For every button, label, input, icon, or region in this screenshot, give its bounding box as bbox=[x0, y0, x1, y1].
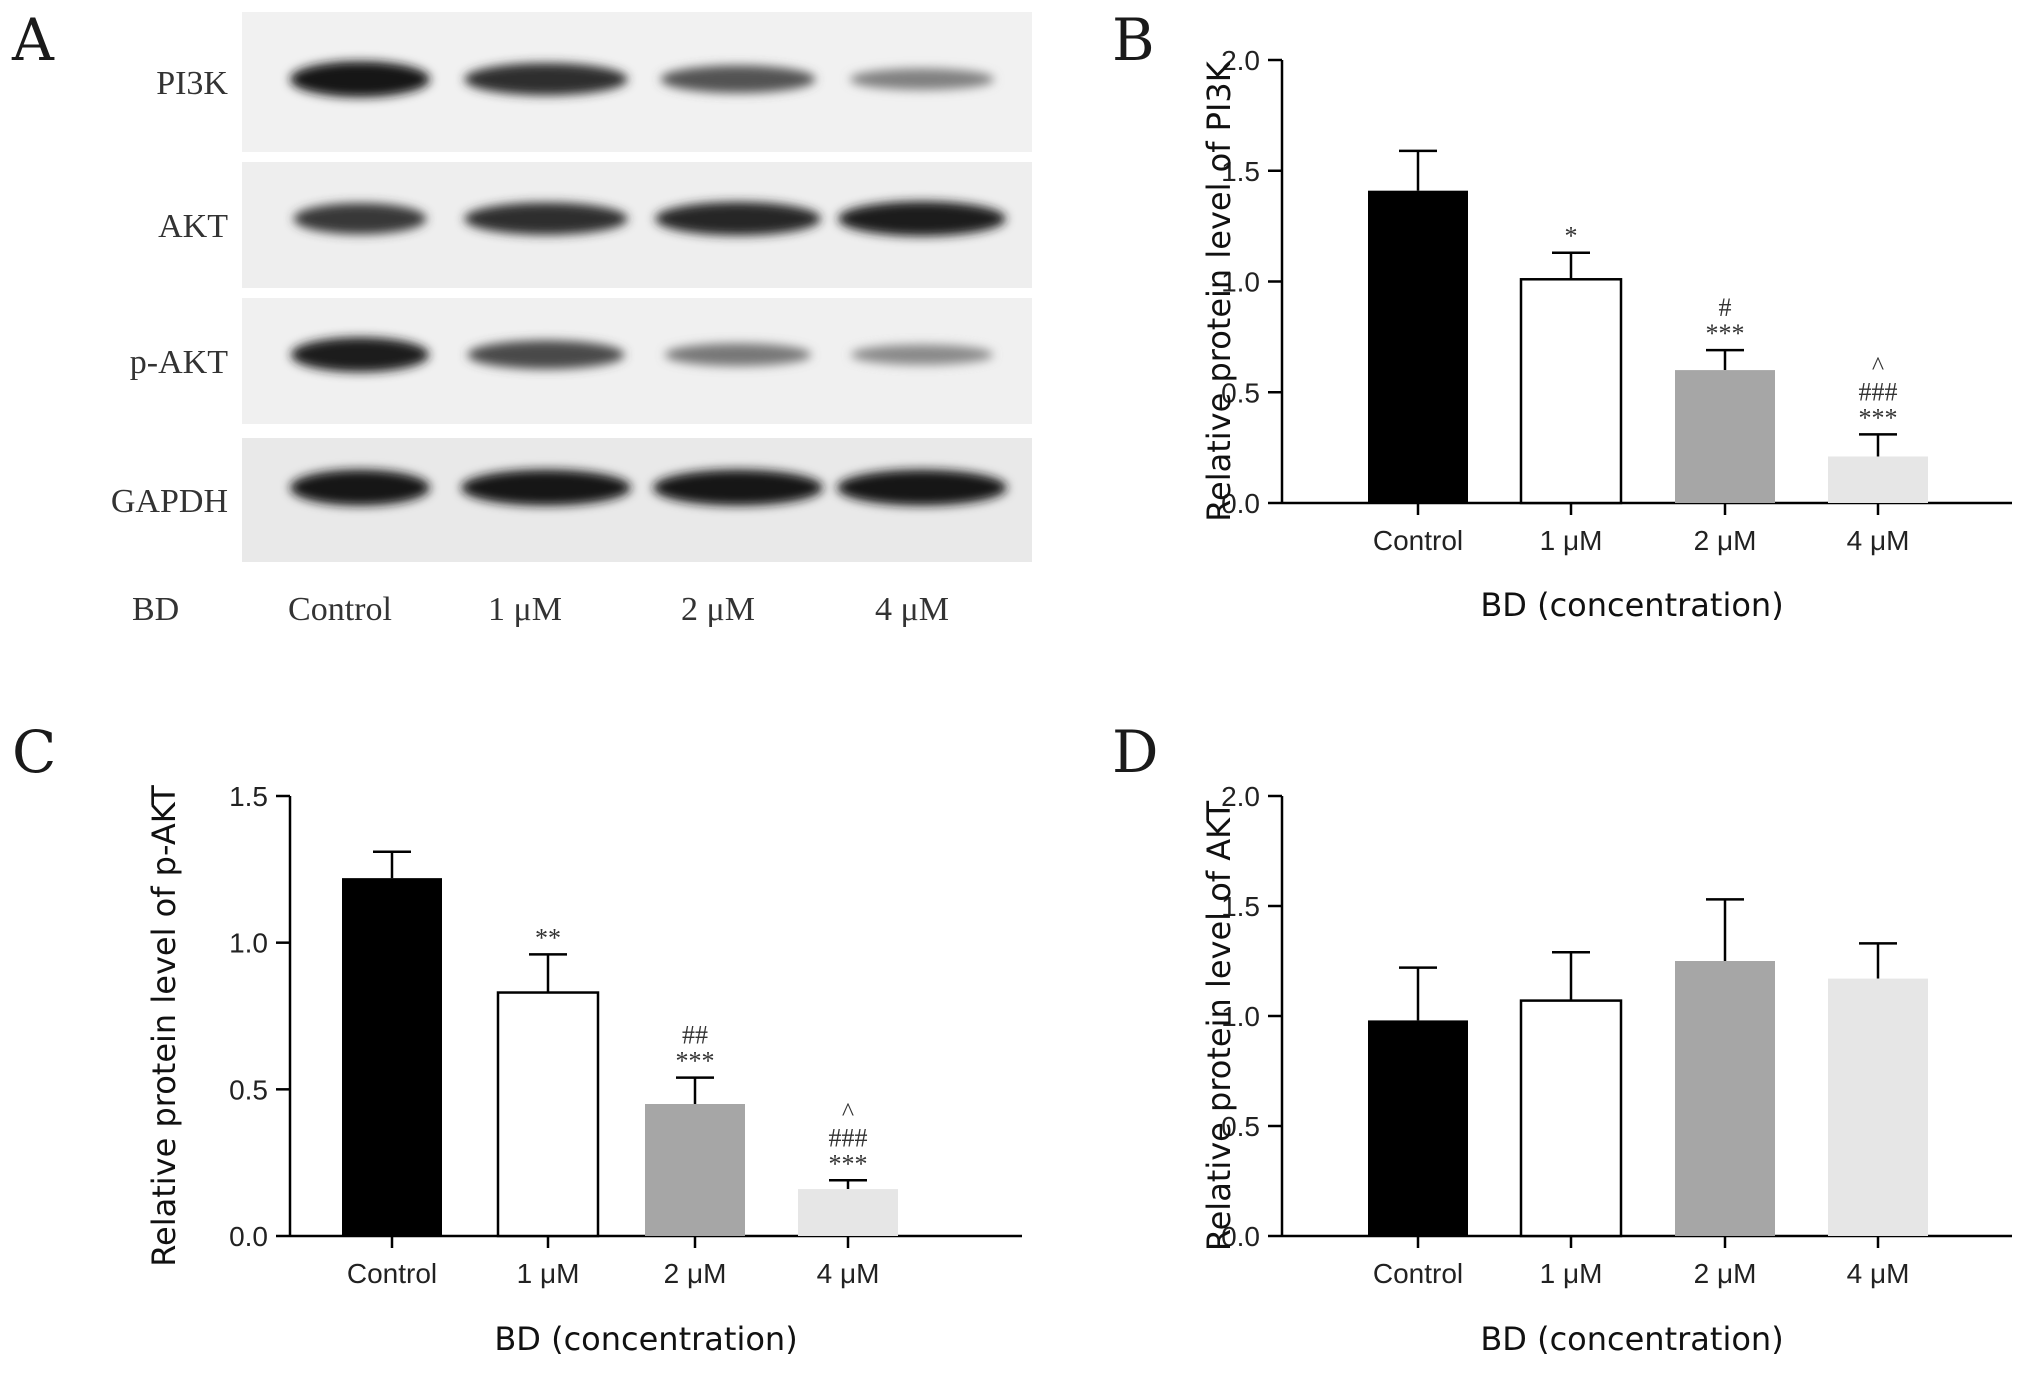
blot-image: PI3K AKT p-AKT GAPDH bbox=[111, 12, 1032, 562]
blot-lane-label-1-um: 1 μM bbox=[488, 591, 562, 628]
bar-control bbox=[1368, 190, 1468, 503]
significance-mark-4-um: ^ bbox=[1872, 351, 1884, 380]
chart-panel-d: 0.0 0.5 1.0 1.5 2.0 Control 1 μM 2 μM 4 μM Relati… bbox=[1200, 781, 2012, 1358]
y-tick-label: 1.5 bbox=[1221, 156, 1260, 187]
y-tick-label: 0.5 bbox=[1221, 377, 1260, 408]
y-tick-label: 1.0 bbox=[1221, 1001, 1260, 1032]
blot-band-pi3k-2-um bbox=[660, 65, 816, 93]
x-tick-label-control: Control bbox=[1373, 525, 1463, 556]
significance-mark-4-um: *** bbox=[1859, 403, 1898, 432]
y-tick-label: 0.5 bbox=[229, 1074, 268, 1105]
blot-band-gapdh-control bbox=[290, 469, 430, 506]
blot-protein-label-akt: AKT bbox=[158, 208, 228, 245]
significance-mark-2-um: # bbox=[1719, 293, 1732, 322]
significance-mark-4-um: ^ bbox=[842, 1097, 854, 1126]
bar-1-um bbox=[1519, 278, 1623, 505]
blot-band-akt-control bbox=[293, 203, 427, 235]
significance-mark-2-um: *** bbox=[676, 1047, 715, 1076]
bar-4-um bbox=[798, 1189, 898, 1236]
y-tick-label: 0.0 bbox=[1221, 488, 1260, 519]
y-tick-label: 1.0 bbox=[1221, 267, 1260, 298]
blot-treatment-label: BD bbox=[132, 591, 179, 628]
x-tick-label-2-um: 2 μM bbox=[664, 1258, 727, 1289]
blot-band-p-akt-4-um bbox=[850, 344, 994, 365]
bar-1-um bbox=[1519, 999, 1623, 1238]
significance-mark-4-um: ### bbox=[1859, 377, 1898, 406]
blot-band-gapdh-2-um bbox=[653, 469, 823, 506]
blot-band-p-akt-control bbox=[290, 337, 430, 373]
y-tick-label: 1.5 bbox=[229, 781, 268, 812]
x-tick-label-2-um: 2 μM bbox=[1694, 1258, 1757, 1289]
panel-letter-d: D bbox=[1112, 718, 1159, 786]
y-tick-label: 1.5 bbox=[1221, 891, 1260, 922]
blot-lane-labels: Control 1 μM 2 μM 4 μM bbox=[288, 591, 949, 628]
blot-lane-label-control: Control bbox=[288, 591, 392, 628]
bar-control bbox=[342, 878, 442, 1236]
blot-band-gapdh-1-um bbox=[461, 469, 631, 506]
panel-letter-a: A bbox=[11, 6, 55, 74]
y-tick-label: 0.0 bbox=[1221, 1221, 1260, 1252]
blot-band-pi3k-control bbox=[290, 61, 430, 98]
significance-mark-1-um: * bbox=[1565, 222, 1578, 251]
x-tick-label-1-um: 1 μM bbox=[517, 1258, 580, 1289]
blot-band-p-akt-1-um bbox=[467, 340, 625, 370]
panel-letter-c: C bbox=[12, 718, 56, 786]
x-axis-title: BD (concentration) bbox=[494, 1320, 797, 1358]
x-tick-label-4-um: 4 μM bbox=[1847, 525, 1910, 556]
x-tick-label-control: Control bbox=[347, 1258, 437, 1289]
y-tick-label: 0.0 bbox=[229, 1221, 268, 1252]
y-tick-label: 2.0 bbox=[1221, 45, 1260, 76]
bar-1-um bbox=[496, 991, 600, 1238]
significance-mark-4-um: ### bbox=[829, 1123, 868, 1152]
x-tick-label-1-um: 1 μM bbox=[1540, 525, 1603, 556]
bar-2-um bbox=[1675, 961, 1775, 1236]
bar-control bbox=[1368, 1020, 1468, 1236]
x-tick-label-1-um: 1 μM bbox=[1540, 1258, 1603, 1289]
x-axis-title: BD (concentration) bbox=[1480, 1320, 1783, 1358]
bar-4-um bbox=[1828, 456, 1928, 503]
bar-4-um bbox=[1828, 978, 1928, 1236]
blot-band-pi3k-4-um bbox=[849, 68, 995, 90]
y-axis-title: Relative protein level of p-AKT bbox=[145, 785, 183, 1267]
blot-protein-label-gapdh: GAPDH bbox=[111, 483, 228, 520]
y-axis-title: Relative protein level of PI3K bbox=[1200, 60, 1238, 522]
blot-lane-label-4-um: 4 μM bbox=[875, 591, 949, 628]
bar-2-um bbox=[1675, 370, 1775, 503]
x-tick-label-control: Control bbox=[1373, 1258, 1463, 1289]
y-tick-label: 0.5 bbox=[1221, 1111, 1260, 1142]
blot-protein-label-pi3k: PI3K bbox=[156, 65, 228, 102]
panel-a: A PI3K AKT p-AKT GAPDH BD Control 1 μM 2 μM 4 … bbox=[11, 6, 1032, 628]
significance-mark-4-um: *** bbox=[829, 1149, 868, 1178]
bar-2-um bbox=[645, 1104, 745, 1236]
blot-lane-label-2-um: 2 μM bbox=[681, 591, 755, 628]
x-tick-label-4-um: 4 μM bbox=[1847, 1258, 1910, 1289]
y-axis-title: Relative protein level of AKT bbox=[1200, 800, 1238, 1251]
significance-mark-2-um: *** bbox=[1706, 319, 1745, 348]
blot-band-pi3k-1-um bbox=[464, 62, 628, 96]
blot-band-gapdh-4-um bbox=[837, 469, 1007, 506]
blot-band-akt-4-um bbox=[838, 201, 1006, 237]
blot-band-akt-1-um bbox=[464, 202, 628, 235]
significance-mark-1-um: ** bbox=[535, 923, 561, 952]
y-tick-label: 2.0 bbox=[1221, 781, 1260, 812]
blot-protein-label-p-akt: p-AKT bbox=[130, 344, 228, 381]
significance-mark-2-um: ## bbox=[682, 1021, 708, 1050]
panel-letter-b: B bbox=[1112, 6, 1155, 74]
blot-band-akt-2-um bbox=[655, 201, 821, 236]
blot-band-p-akt-2-um bbox=[664, 343, 812, 367]
x-tick-label-2-um: 2 μM bbox=[1694, 525, 1757, 556]
x-tick-label-4-um: 4 μM bbox=[817, 1258, 880, 1289]
x-axis-title: BD (concentration) bbox=[1480, 586, 1783, 624]
y-tick-label: 1.0 bbox=[229, 928, 268, 959]
